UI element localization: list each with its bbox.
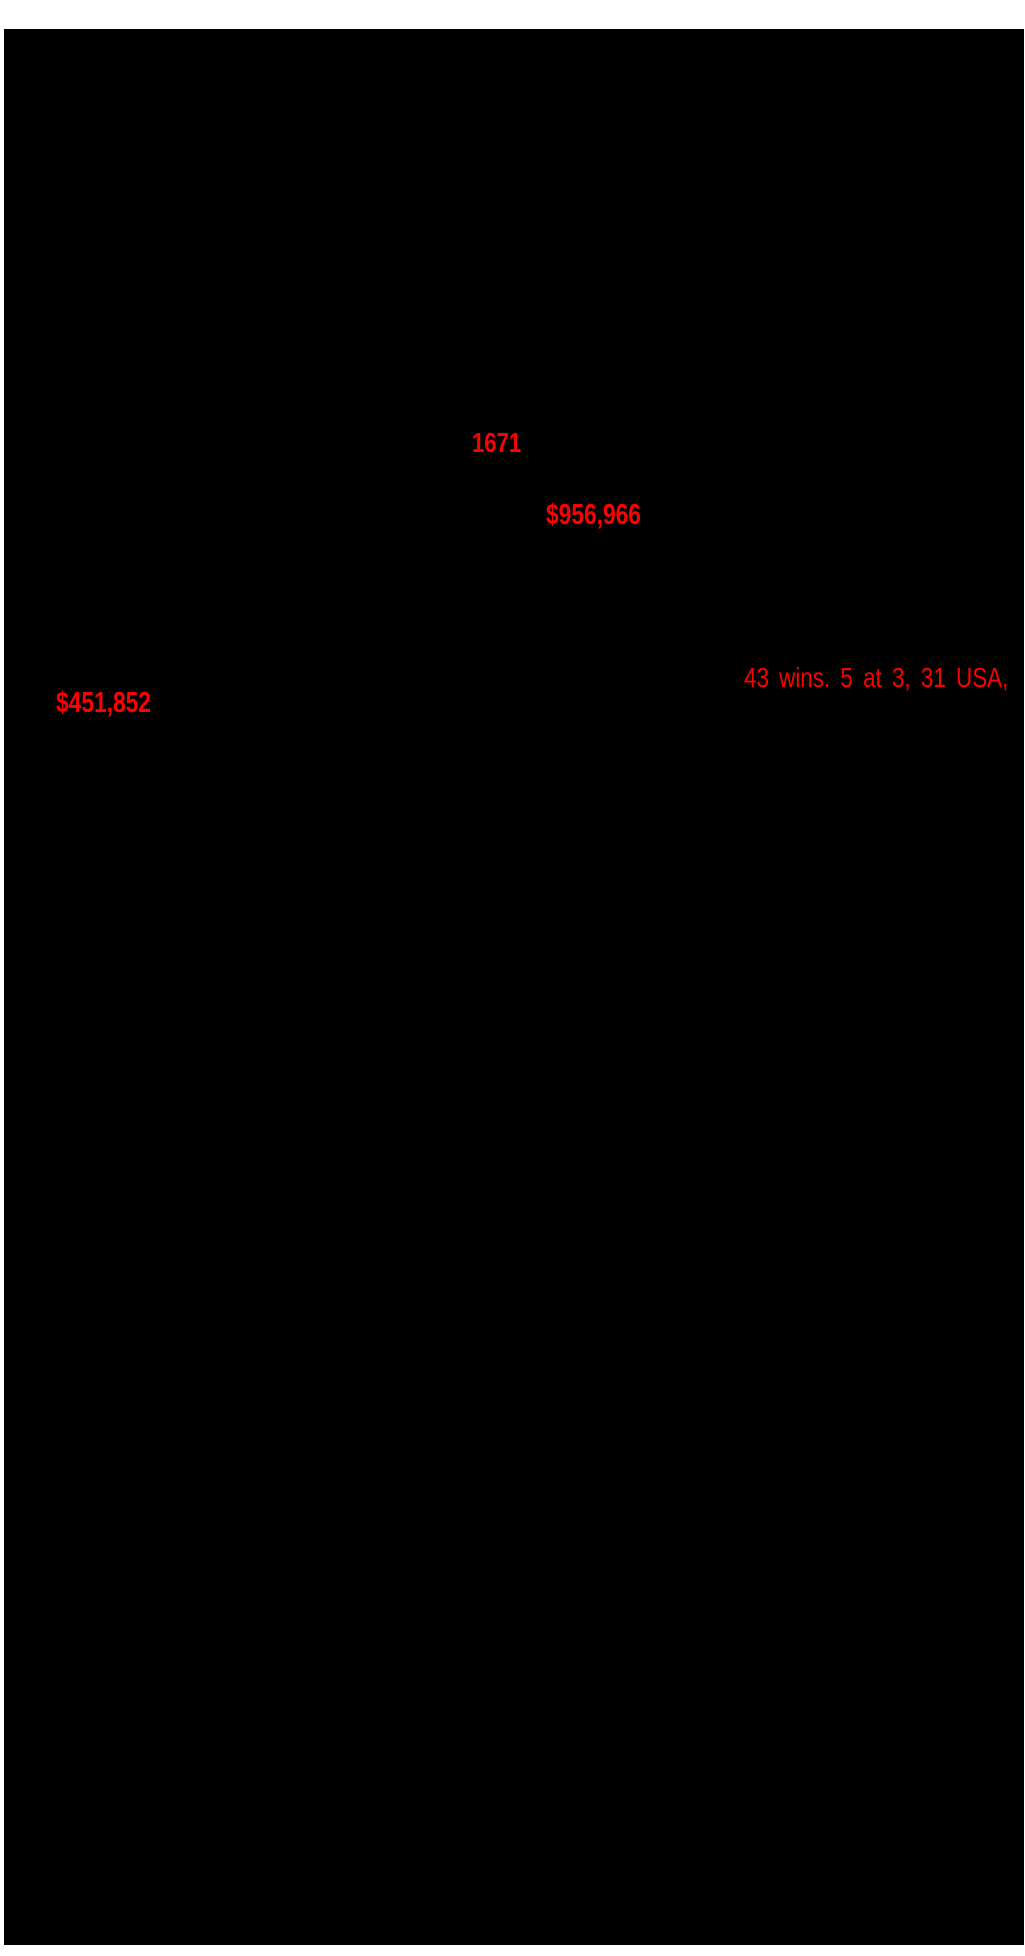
ocr-word-earnings-lower: $451,852: [56, 687, 151, 719]
ocr-word-number: 1671: [472, 427, 522, 458]
page-scan-image: [4, 29, 1024, 1945]
ocr-line-race-record: 43 wins. 5 at 3, 31 USA,: [744, 662, 1009, 693]
ocr-word-earnings-upper: $956,966: [546, 499, 641, 531]
